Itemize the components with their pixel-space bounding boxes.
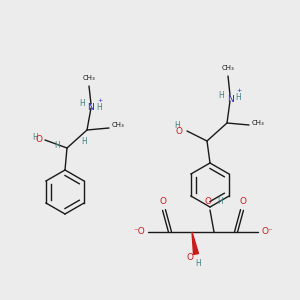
- Text: CH₃: CH₃: [82, 75, 95, 81]
- Text: +: +: [98, 98, 103, 104]
- Text: O⁻: O⁻: [261, 227, 273, 236]
- Text: O: O: [160, 197, 167, 206]
- Text: O: O: [176, 127, 183, 136]
- Text: CH₃: CH₃: [252, 120, 265, 126]
- Text: H: H: [32, 134, 38, 142]
- Text: H: H: [79, 100, 85, 109]
- Text: CH₃: CH₃: [222, 65, 234, 71]
- Text: +: +: [236, 88, 242, 94]
- Text: N: N: [88, 103, 94, 112]
- Text: O: O: [187, 253, 194, 262]
- Text: O: O: [205, 197, 212, 206]
- Text: O: O: [35, 136, 42, 145]
- Text: H: H: [54, 140, 60, 149]
- Text: H: H: [195, 259, 201, 268]
- Text: N: N: [226, 94, 233, 103]
- Text: CH₃: CH₃: [112, 122, 125, 128]
- Polygon shape: [192, 232, 199, 254]
- Text: H: H: [217, 197, 223, 206]
- Text: H: H: [81, 137, 87, 146]
- Text: O: O: [239, 197, 247, 206]
- Text: ⁻O: ⁻O: [133, 227, 145, 236]
- Text: H: H: [218, 91, 224, 100]
- Text: H: H: [174, 121, 180, 130]
- Text: H: H: [235, 94, 241, 103]
- Text: H: H: [96, 103, 102, 112]
